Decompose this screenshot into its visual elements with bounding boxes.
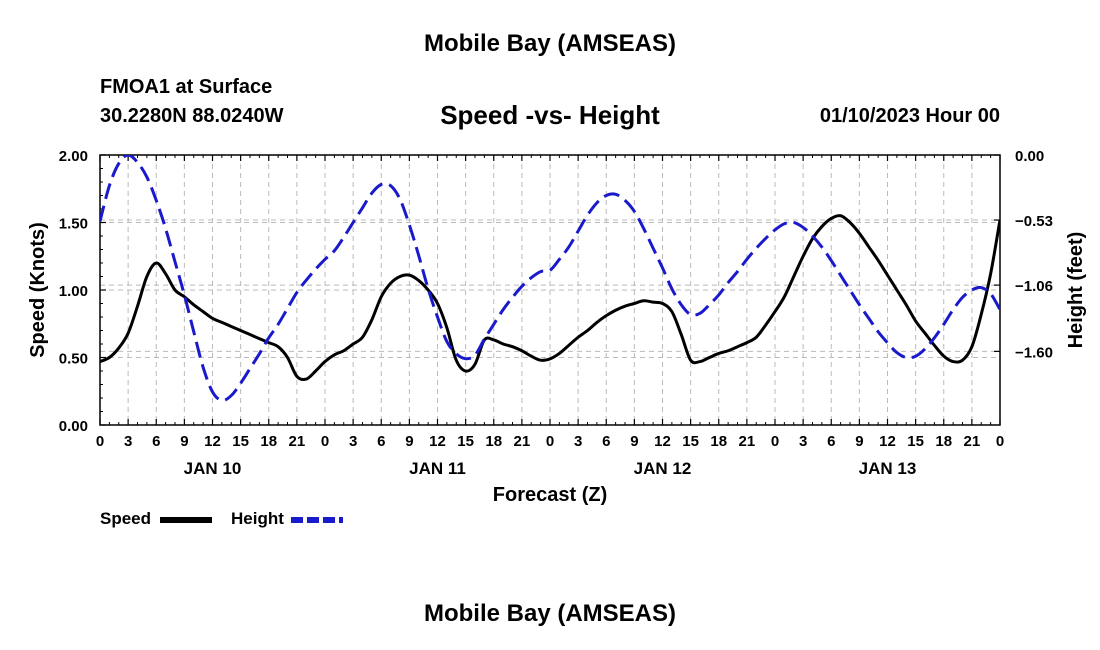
x-tick-label: 12 <box>429 433 446 450</box>
chart-title: Mobile Bay (AMSEAS) <box>423 30 677 57</box>
x-tick-label: 21 <box>514 433 531 450</box>
legend-speed-label: Speed <box>100 509 152 528</box>
legend-height-label: Height <box>231 509 284 528</box>
x-axis-title: Forecast (Z) <box>493 484 607 506</box>
x-tick-label: 0 <box>771 433 779 450</box>
y2-tick-label: −0.53 <box>1015 213 1053 230</box>
x-tick-label: 3 <box>799 433 807 450</box>
y-axis-title: Speed (Knots) <box>27 222 49 358</box>
chart-subtitle: Speed -vs- Height <box>440 100 660 130</box>
x-tick-label: 0 <box>546 433 554 450</box>
x-tick-label: 18 <box>710 433 727 450</box>
y-tick-label: 2.00 <box>59 148 88 165</box>
x-tick-label: 21 <box>739 433 756 450</box>
y2-tick-label: −1.06 <box>1015 278 1053 295</box>
y-tick-label: 0.50 <box>59 351 88 368</box>
x-day-label: JAN 10 <box>184 459 242 478</box>
y2-axis-title: Height (feet) <box>1065 232 1087 349</box>
x-tick-label: 6 <box>827 433 835 450</box>
station-label: FMOA1 at Surface <box>100 76 273 98</box>
station-coordinates: 30.2280N 88.0240W <box>100 105 284 127</box>
x-tick-label: 9 <box>855 433 863 450</box>
x-tick-label: 3 <box>574 433 582 450</box>
x-tick-label: 12 <box>654 433 671 450</box>
x-tick-label: 0 <box>321 433 329 450</box>
x-tick-label: 3 <box>124 433 132 450</box>
x-tick-label: 21 <box>964 433 981 450</box>
x-tick-label: 12 <box>204 433 221 450</box>
x-tick-label: 18 <box>260 433 277 450</box>
x-tick-label: 18 <box>485 433 502 450</box>
bottom-chart-title: Mobile Bay (AMSEAS) <box>423 600 677 627</box>
x-tick-label: 0 <box>96 433 104 450</box>
y2-tick-label: −1.60 <box>1015 344 1053 361</box>
x-tick-label: 18 <box>935 433 952 450</box>
x-tick-label: 3 <box>349 433 357 450</box>
y-tick-label: 1.50 <box>59 216 88 233</box>
forecast-datetime: 01/10/2023 Hour 00 <box>819 105 1000 127</box>
x-tick-label: 12 <box>879 433 896 450</box>
x-tick-label: 21 <box>289 433 306 450</box>
x-tick-label: 6 <box>602 433 610 450</box>
y2-tick-label: 0.00 <box>1015 148 1044 165</box>
x-tick-label: 0 <box>996 433 1004 450</box>
x-tick-label: 15 <box>907 433 924 450</box>
y-tick-label: 1.00 <box>59 283 88 300</box>
x-tick-label: 9 <box>405 433 413 450</box>
x-day-label: JAN 13 <box>859 459 917 478</box>
y-tick-label: 0.00 <box>59 418 88 435</box>
x-tick-label: 6 <box>377 433 385 450</box>
x-tick-label: 6 <box>152 433 160 450</box>
x-tick-label: 15 <box>682 433 699 450</box>
x-tick-label: 9 <box>180 433 188 450</box>
x-tick-label: 9 <box>630 433 638 450</box>
x-day-label: JAN 11 <box>409 459 466 478</box>
speed-series-line <box>100 214 1000 382</box>
x-tick-label: 15 <box>232 433 249 450</box>
x-day-label: JAN 12 <box>634 459 692 478</box>
x-tick-label: 15 <box>457 433 474 450</box>
